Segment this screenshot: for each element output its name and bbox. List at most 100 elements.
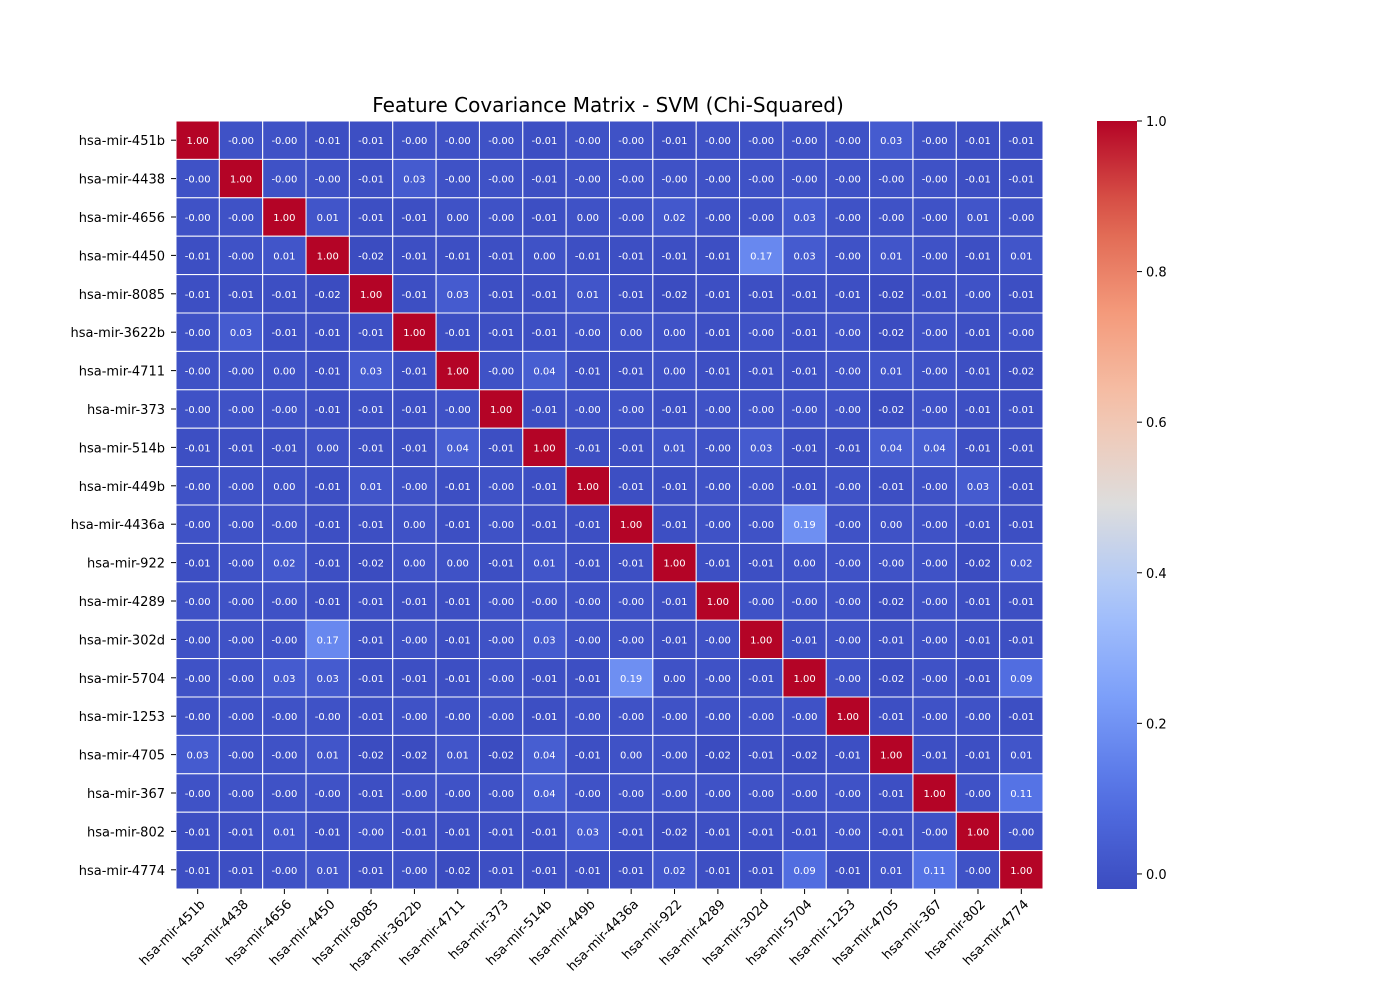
- cell-value-label: -0.01: [532, 405, 558, 416]
- cell-value-label: -0.02: [488, 751, 514, 762]
- heatmap-cell: [175, 466, 220, 506]
- cell-value-label: -0.01: [185, 443, 211, 454]
- heatmap-cell: [999, 312, 1044, 352]
- heatmap-cell: [478, 658, 524, 698]
- cell-value-label: -0.00: [1008, 213, 1034, 224]
- cell-value-label: -0.01: [575, 751, 601, 762]
- cell-value-label: -0.00: [922, 674, 948, 685]
- cell-value-label: -0.01: [792, 482, 818, 493]
- y-tick-label: hsa-mir-4705: [79, 749, 165, 764]
- cell-value-label: -0.01: [358, 405, 384, 416]
- heatmap-cell: [348, 658, 394, 698]
- heatmap-cell: [348, 581, 394, 621]
- heatmap-cell: [999, 619, 1044, 660]
- cell-value-label: -0.00: [922, 328, 948, 339]
- cell-value-label: 1.00: [360, 290, 382, 301]
- heatmap-cell: [782, 619, 827, 660]
- y-tick-label: hsa-mir-8085: [79, 288, 165, 303]
- cell-value-label: -0.00: [922, 712, 948, 723]
- y-tick-label: hsa-mir-367: [87, 787, 165, 802]
- cell-value-label: 1.00: [533, 443, 555, 454]
- cell-value-label: -0.00: [922, 251, 948, 262]
- cell-value-label: -0.00: [185, 789, 211, 800]
- heatmap-cell: [999, 504, 1044, 544]
- heatmap-cell: [782, 696, 827, 736]
- heatmap-cell: [912, 235, 957, 276]
- cell-value-label: -0.00: [922, 559, 948, 570]
- y-tick-label: hsa-mir-302d: [79, 633, 165, 648]
- heatmap-cell: [999, 773, 1044, 813]
- cell-value-label: 0.03: [447, 290, 469, 301]
- heatmap-cell: [999, 158, 1044, 199]
- heatmap-cell: [435, 734, 480, 775]
- cell-value-label: -0.00: [228, 597, 254, 608]
- cell-value-label: -0.00: [705, 635, 731, 646]
- cell-value-label: -0.00: [792, 597, 818, 608]
- cell-value-label: 1.00: [317, 251, 339, 262]
- cell-value-label: 0.01: [880, 866, 902, 877]
- cell-value-label: 0.04: [447, 443, 469, 454]
- cell-value-label: 0.00: [447, 559, 469, 570]
- cell-value-label: -0.00: [228, 674, 254, 685]
- heatmap-cell: [478, 350, 524, 391]
- cell-value-label: 0.11: [1010, 789, 1032, 800]
- y-tick-label: hsa-mir-4438: [79, 173, 165, 188]
- cell-value-label: -0.01: [532, 520, 558, 531]
- heatmap-cell: [869, 542, 914, 583]
- heatmap-cell: [175, 773, 220, 813]
- heatmap-cell: [262, 696, 307, 736]
- cell-value-label: -0.00: [185, 597, 211, 608]
- cell-value-label: 0.03: [273, 674, 295, 685]
- heatmap-cell: [218, 312, 264, 352]
- cell-value-label: -0.01: [358, 789, 384, 800]
- heatmap-cell: [739, 466, 784, 506]
- heatmap-cell: [392, 619, 437, 660]
- cell-value-label: -0.00: [965, 789, 991, 800]
- cell-value-label: -0.00: [228, 520, 254, 531]
- cell-value-label: -0.01: [358, 866, 384, 877]
- cell-value-label: 0.03: [967, 482, 989, 493]
- heatmap-cell: [869, 466, 914, 506]
- cell-value-label: 1.00: [923, 789, 945, 800]
- heatmap-cell: [955, 274, 1001, 314]
- cell-value-label: -0.01: [965, 443, 991, 454]
- cell-value-label: 1.00: [793, 674, 815, 685]
- cell-value-label: -0.00: [575, 597, 601, 608]
- heatmap-cell: [478, 542, 524, 583]
- heatmap-cell: [305, 350, 350, 391]
- cell-value-label: -0.00: [185, 367, 211, 378]
- cell-value-label: -0.01: [445, 328, 471, 339]
- heatmap-cell: [912, 427, 957, 468]
- heatmap-cell: [912, 120, 957, 160]
- cell-value-label: -0.00: [835, 251, 861, 262]
- cell-value-label: -0.01: [965, 175, 991, 186]
- heatmap-cell: [609, 389, 654, 429]
- cell-value-label: 0.00: [880, 520, 902, 531]
- cell-value-label: -0.02: [662, 290, 688, 301]
- cell-value-label: -0.01: [445, 251, 471, 262]
- heatmap-cell: [912, 274, 957, 314]
- cell-value-label: -0.00: [488, 213, 514, 224]
- heatmap-cell: [478, 158, 524, 199]
- heatmap-cell: [782, 542, 827, 583]
- cell-value-label: 0.04: [533, 367, 555, 378]
- heatmap-cell: [262, 389, 307, 429]
- cell-value-label: -0.00: [488, 789, 514, 800]
- heatmap-cell: [782, 773, 827, 813]
- heatmap-cell: [392, 734, 437, 775]
- heatmap-cell: [869, 389, 914, 429]
- cell-value-label: 1.00: [490, 405, 512, 416]
- cell-value-label: 1.00: [880, 751, 902, 762]
- heatmap-cell: [825, 389, 871, 429]
- heatmap-cell: [392, 542, 437, 583]
- cell-value-label: -0.00: [705, 520, 731, 531]
- heatmap-cell: [565, 504, 611, 544]
- heatmap-cell: [522, 619, 567, 660]
- cell-value-label: -0.00: [271, 635, 297, 646]
- cell-value-label: -0.00: [705, 712, 731, 723]
- cell-value-label: -0.01: [1008, 405, 1034, 416]
- cell-value-label: -0.01: [662, 482, 688, 493]
- cell-value-label: -0.00: [705, 674, 731, 685]
- heatmap-cell: [262, 350, 307, 391]
- cell-value-label: 0.01: [1010, 751, 1032, 762]
